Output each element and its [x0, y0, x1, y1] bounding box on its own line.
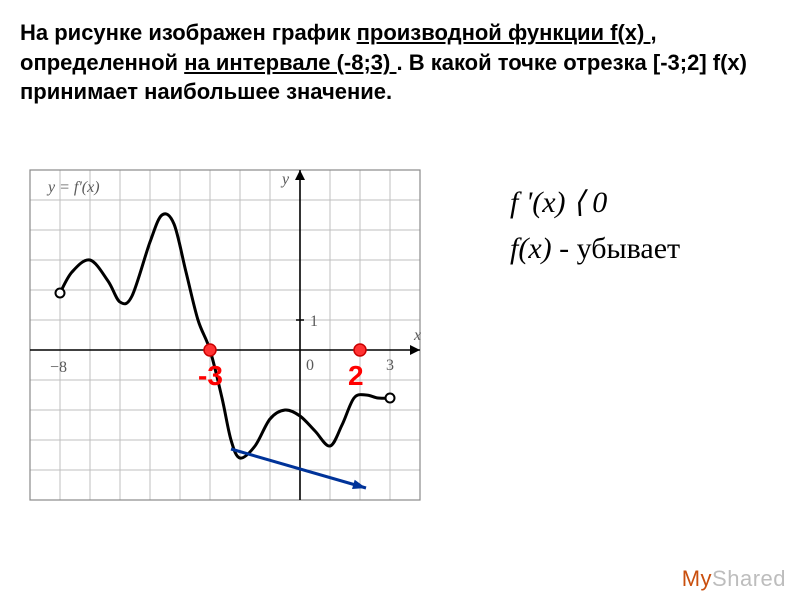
derivative-condition: f '(x) ⟨ 0 — [510, 185, 680, 220]
svg-text:3: 3 — [386, 357, 394, 374]
svg-text:y: y — [280, 171, 290, 188]
function-behavior: f(x) - убывает — [510, 232, 680, 266]
svg-text:1: 1 — [310, 313, 318, 330]
side-annotations: f '(x) ⟨ 0 f(x) - убывает — [510, 185, 680, 266]
watermark-part2: Shared — [712, 566, 786, 591]
svg-text:−8: −8 — [50, 359, 67, 376]
svg-text:x: x — [413, 327, 421, 344]
watermark-part1: My — [682, 566, 712, 591]
marker-label-neg3: -3 — [198, 360, 223, 392]
text-underline-2: на интервале (-8;3) — [184, 50, 396, 75]
problem-statement: На рисунке изображен график производной … — [20, 18, 780, 107]
svg-text:y = f'(x): y = f'(x) — [46, 179, 100, 196]
derivative-chart: y x −8 3 1 0 y = f'(x) -3 2 — [20, 160, 430, 515]
watermark: MyShared — [682, 566, 786, 592]
marker-label-2: 2 — [348, 360, 364, 392]
svg-text:0: 0 — [306, 357, 314, 374]
text-underline-1: производной функции f(x) — [357, 20, 651, 45]
text-pre: На рисунке изображен график — [20, 20, 357, 45]
